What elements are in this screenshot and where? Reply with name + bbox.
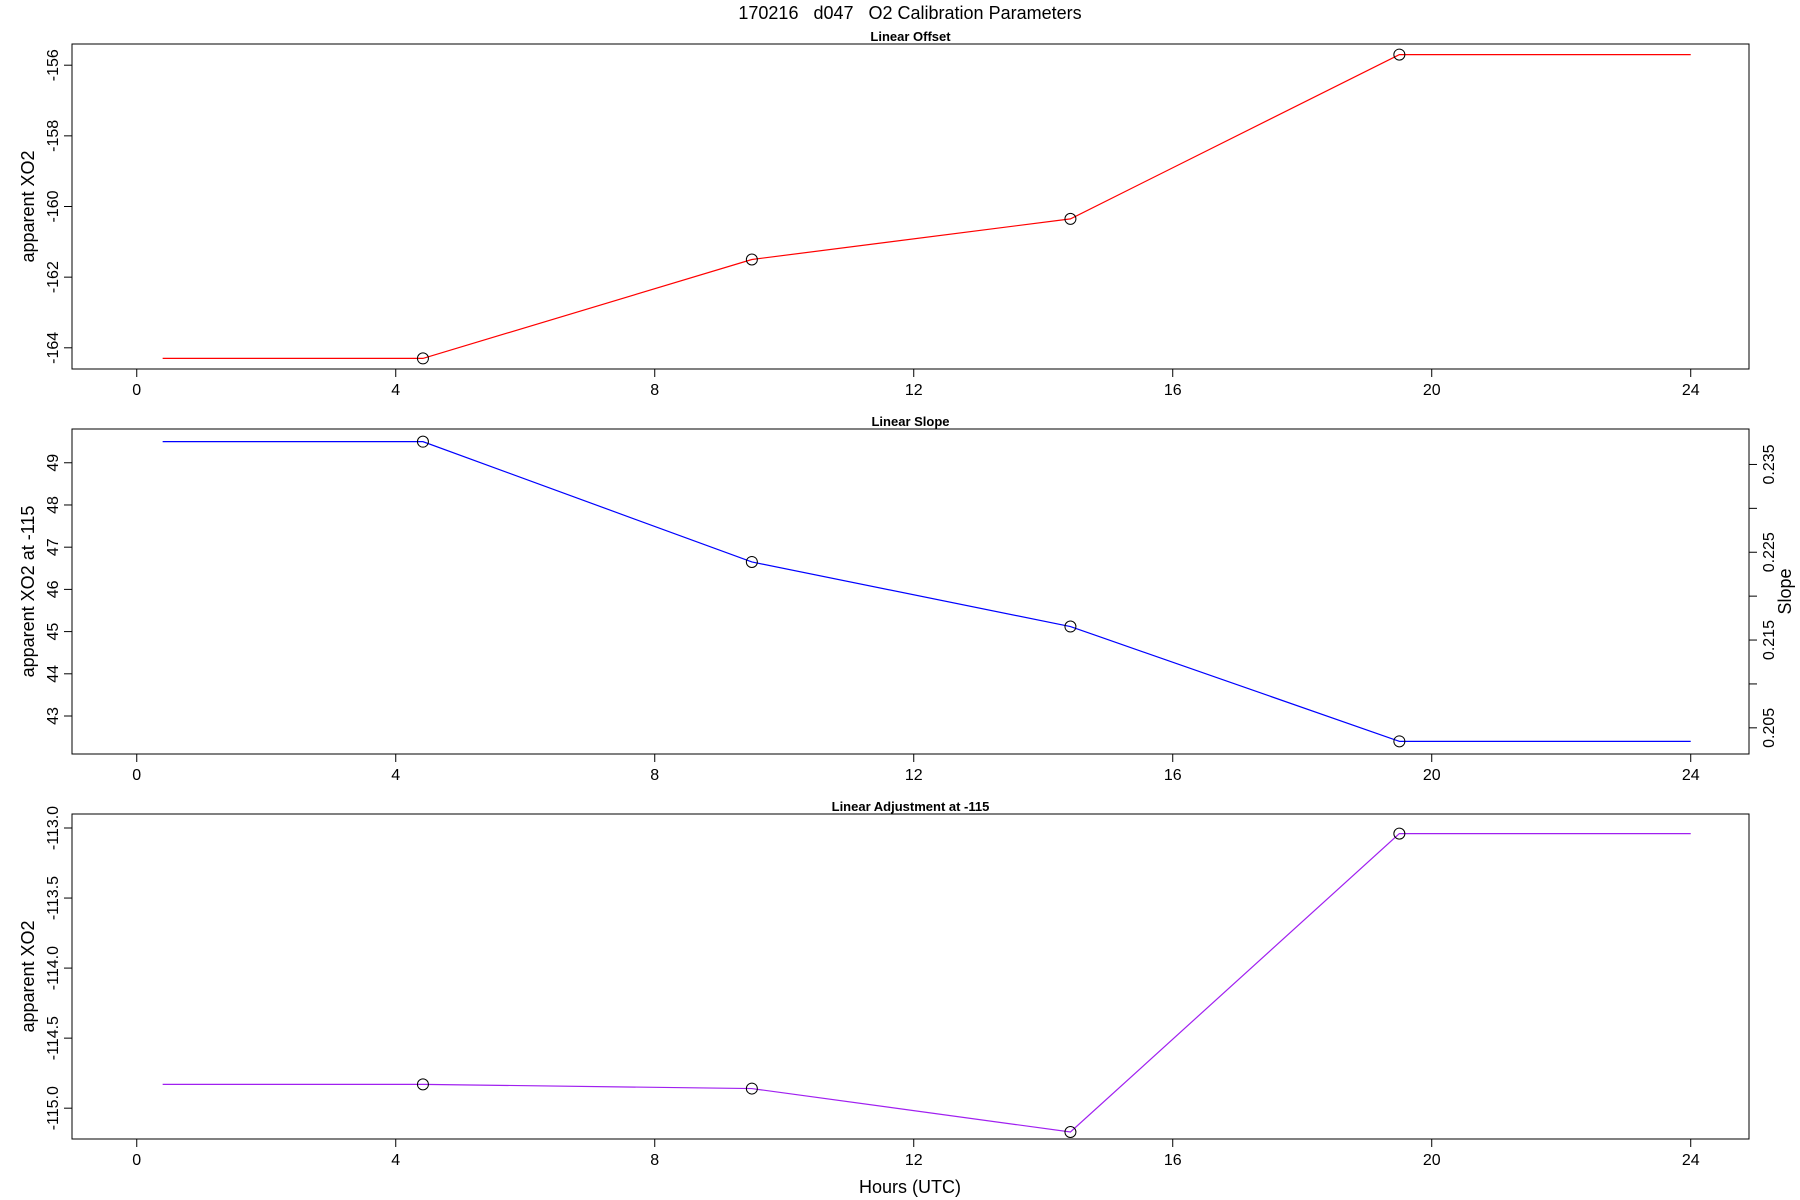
x-tick-label: 4 xyxy=(391,1152,400,1169)
x-tick-label: 8 xyxy=(650,382,659,399)
panel-title: Linear Offset xyxy=(870,29,951,44)
y-tick-label: -114.5 xyxy=(45,1016,62,1060)
x-tick-label: 20 xyxy=(1423,382,1441,399)
x-tick-label: 4 xyxy=(391,767,400,784)
y2-tick-label: 0.225 xyxy=(1761,532,1778,572)
y-tick-label: -162 xyxy=(45,261,62,293)
data-point xyxy=(416,435,429,448)
y-tick-label: 49 xyxy=(45,454,62,472)
series-line xyxy=(162,441,1691,742)
y-tick-label: -158 xyxy=(45,120,62,152)
figure-title: 170216 d047 O2 Calibration Parameters xyxy=(738,3,1081,23)
y-tick-label: -156 xyxy=(45,49,62,81)
y-tick-label: 45 xyxy=(45,623,62,641)
data-point xyxy=(745,1082,758,1095)
y-tick-label: -113.5 xyxy=(45,876,62,920)
x-axis-label: Hours (UTC) xyxy=(859,1177,961,1197)
x-tick-label: 20 xyxy=(1423,1152,1441,1169)
data-point xyxy=(1393,827,1406,840)
data-point xyxy=(1393,735,1406,748)
data-point xyxy=(745,555,758,568)
x-tick-label: 20 xyxy=(1423,767,1441,784)
panel-1: Linear Offset 0 4 8 12 16 20 24 -164 -162 -160 -158… xyxy=(18,29,1750,399)
y2-tick-label: 0.215 xyxy=(1761,620,1778,660)
x-tick-label: 24 xyxy=(1682,1152,1700,1169)
y2-tick-label: 0.235 xyxy=(1761,444,1778,484)
x-tick-label: 8 xyxy=(650,767,659,784)
data-point xyxy=(1064,620,1077,633)
x-tick-label: 16 xyxy=(1164,1152,1182,1169)
plot-frame xyxy=(71,813,1750,1140)
data-point xyxy=(416,352,429,365)
x-tick-label: 4 xyxy=(391,382,400,399)
series-line xyxy=(162,53,1691,360)
x-tick-label: 24 xyxy=(1682,382,1700,399)
x-tick-label: 8 xyxy=(650,1152,659,1169)
x-tick-label: 12 xyxy=(905,1152,923,1169)
x-tick-label: 0 xyxy=(132,1152,141,1169)
y-tick-label: -160 xyxy=(45,190,62,222)
y-tick-label: 47 xyxy=(45,538,62,556)
y-tick-label: -115.0 xyxy=(45,1086,62,1130)
y2-axis-label: Slope xyxy=(1775,568,1795,614)
plot-frame xyxy=(71,43,1750,370)
x-tick-label: 16 xyxy=(1164,382,1182,399)
y-axis-label: apparent XO2 xyxy=(18,920,38,1032)
data-point xyxy=(1064,212,1077,225)
y-tick-label: 48 xyxy=(45,496,62,514)
x-tick-label: 16 xyxy=(1164,767,1182,784)
x-tick-label: 24 xyxy=(1682,767,1700,784)
panel-3: Linear Adjustment at -115 0 4 8 12 16 20 24 -115… xyxy=(18,799,1750,1169)
x-tick-label: 12 xyxy=(905,767,923,784)
y-tick-label: -164 xyxy=(45,332,62,364)
plot-frame xyxy=(71,428,1750,755)
data-point xyxy=(416,1078,429,1091)
data-point xyxy=(745,253,758,266)
x-tick-label: 0 xyxy=(132,767,141,784)
x-tick-label: 12 xyxy=(905,382,923,399)
y-tick-label: -113.0 xyxy=(45,806,62,850)
y-tick-label: -114.0 xyxy=(45,946,62,990)
y-tick-label: 46 xyxy=(45,580,62,598)
panel-title: Linear Slope xyxy=(871,414,949,429)
y-tick-label: 44 xyxy=(45,665,62,683)
data-point xyxy=(1064,1125,1077,1138)
y-axis-label: apparent XO2 xyxy=(18,150,38,262)
panel-title: Linear Adjustment at -115 xyxy=(832,799,990,814)
y-tick-label: 43 xyxy=(45,707,62,725)
data-point xyxy=(1393,48,1406,61)
y-axis-label: apparent XO2 at -115 xyxy=(18,506,38,678)
y2-tick-label: 0.205 xyxy=(1761,708,1778,748)
x-tick-label: 0 xyxy=(132,382,141,399)
series-line xyxy=(162,833,1691,1133)
